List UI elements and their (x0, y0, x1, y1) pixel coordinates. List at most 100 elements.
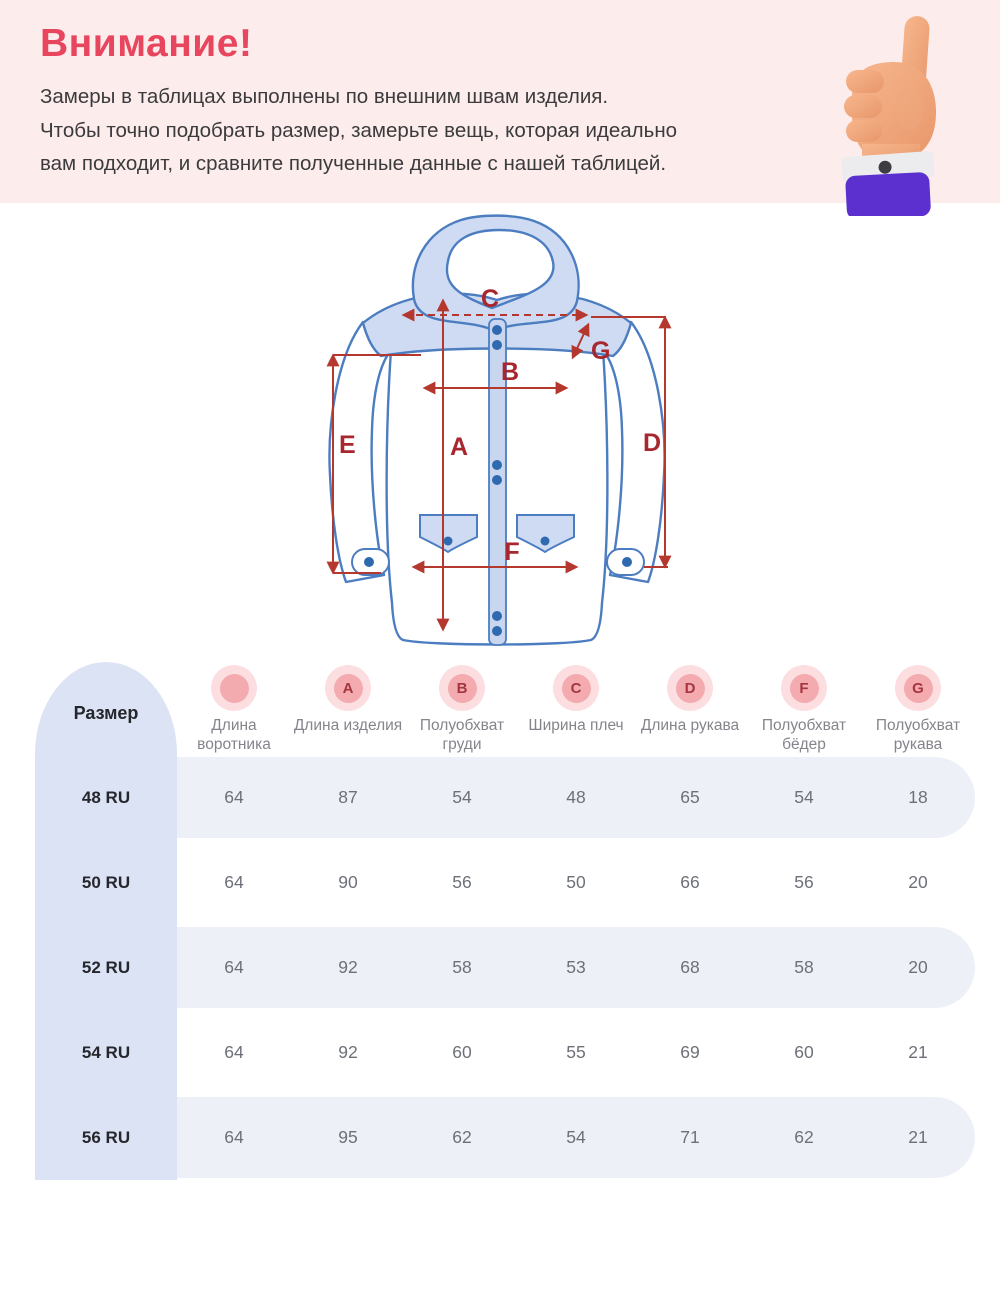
size-value-cell: 68 (680, 957, 700, 977)
measure-badge-letter: A (333, 673, 363, 703)
size-value-cell: 54 (566, 1127, 586, 1147)
measure-badge (211, 665, 257, 711)
size-value-cell: 20 (908, 957, 928, 977)
measure-label-f: F (504, 538, 519, 566)
size-value-cell: 64 (224, 787, 244, 807)
size-value-cell: 71 (680, 1127, 700, 1147)
size-label: 50 RU (81, 872, 131, 892)
size-value-cell: 92 (338, 957, 358, 977)
measure-badge-letter: G (903, 673, 933, 703)
size-column-background (35, 662, 177, 1180)
table-row: 50 RU 64 90 56 50 66 56 20 (35, 840, 975, 925)
jacket-cuffs (351, 548, 645, 576)
page-title: Внимание! (40, 22, 253, 65)
jacket-measurement-diagram: C G B A E D F (0, 203, 1000, 655)
table-row: 54 RU 64 92 60 55 69 60 21 (35, 1010, 975, 1095)
measure-badge: B (439, 665, 485, 711)
size-value-cell: 54 (794, 787, 814, 807)
size-value-cell: 55 (566, 1042, 586, 1062)
size-value-cell: 69 (680, 1042, 700, 1062)
size-label: 48 RU (81, 787, 131, 807)
table-header: Размер Длина воротника A Длина изделия B… (35, 658, 975, 755)
size-value-cell: 60 (452, 1042, 472, 1062)
measure-badge: G (895, 665, 941, 711)
measure-label-a: A (450, 433, 468, 461)
table-row: 52 RU 64 92 58 53 68 58 20 (35, 925, 975, 1010)
table-column-header: G Полуобхват рукава (861, 658, 975, 755)
column-label: Полуобхват груди (419, 717, 505, 753)
size-value-cell: 64 (224, 1042, 244, 1062)
jacket-buttons (492, 325, 502, 636)
measure-label-b: B (501, 358, 519, 386)
size-value-cell: 58 (452, 957, 472, 977)
notice-banner: Внимание! Замеры в таблицах выполнены по… (0, 0, 1000, 220)
size-value-cell: 50 (566, 872, 586, 892)
size-value-cell: 58 (794, 957, 814, 977)
size-value-cell: 56 (794, 872, 814, 892)
size-value-cell: 53 (566, 957, 586, 977)
size-value-cell: 21 (908, 1127, 928, 1147)
size-column-header: Размер (73, 703, 139, 723)
notice-text: Замеры в таблицах выполнены по внешним ш… (40, 80, 705, 181)
pointing-hand-icon (818, 4, 958, 220)
table-column-header: C Ширина плеч (519, 658, 633, 755)
column-label: Длина рукава (640, 717, 740, 734)
table-column-header: B Полуобхват груди (405, 658, 519, 755)
size-value-cell: 64 (224, 872, 244, 892)
size-value-cell: 60 (794, 1042, 814, 1062)
size-value-cell: 18 (908, 787, 928, 807)
table-body: 48 RU 64 87 54 48 65 54 18 50 RU 64 90 56 50 66 56 2… (35, 755, 975, 1180)
size-table: Размер Длина воротника A Длина изделия B… (35, 658, 975, 1180)
measure-label-e: E (339, 431, 356, 459)
size-label: 56 RU (81, 1127, 131, 1147)
measure-badge-letter: B (447, 673, 477, 703)
table-row: 56 RU 64 95 62 54 71 62 21 (35, 1095, 975, 1180)
table-column-headers: Длина воротника A Длина изделия B Полуоб… (177, 658, 975, 755)
table-column-header: A Длина изделия (291, 658, 405, 755)
size-value-cell: 92 (338, 1042, 358, 1062)
measure-badge-letter: C (561, 673, 591, 703)
notice-line-1: Замеры в таблицах выполнены по внешним ш… (40, 85, 609, 108)
measure-badge-letter: D (675, 673, 705, 703)
column-label: Полуобхват бёдер (761, 717, 847, 753)
measure-badge: C (553, 665, 599, 711)
size-value-cell: 65 (680, 787, 700, 807)
size-value-cell: 87 (338, 787, 358, 807)
column-label: Длина воротника (197, 717, 271, 753)
notice-line-2: Чтобы точно подобрать размер, замерьте в… (40, 118, 678, 176)
row-values: 64 95 62 54 71 62 21 (177, 1097, 975, 1178)
size-value-cell: 62 (794, 1127, 814, 1147)
measure-line-g (571, 322, 590, 360)
size-value-cell: 56 (452, 872, 472, 892)
column-label: Полуобхват рукава (875, 717, 961, 753)
size-value-cell: 95 (338, 1127, 358, 1147)
size-value-cell: 21 (908, 1042, 928, 1062)
measure-badge-letter: F (789, 673, 819, 703)
size-value-cell: 90 (338, 872, 358, 892)
size-value-cell: 64 (224, 957, 244, 977)
size-label: 54 RU (81, 1042, 131, 1062)
column-label: Длина изделия (293, 717, 403, 734)
row-values: 64 92 58 53 68 58 20 (177, 927, 975, 1008)
table-row: 48 RU 64 87 54 48 65 54 18 (35, 755, 975, 840)
size-value-cell: 48 (566, 787, 586, 807)
measure-label-g: G (591, 337, 610, 365)
jacket-hood (411, 214, 580, 333)
measure-badge: A (325, 665, 371, 711)
size-value-cell: 62 (452, 1127, 472, 1147)
table-column-header: F Полуобхват бёдер (747, 658, 861, 755)
size-value-cell: 64 (224, 1127, 244, 1147)
column-label: Ширина плеч (528, 717, 624, 734)
measure-badge-letter (219, 673, 249, 703)
measure-badge: D (667, 665, 713, 711)
size-value-cell: 54 (452, 787, 472, 807)
measure-badge: F (781, 665, 827, 711)
size-value-cell: 20 (908, 872, 928, 892)
size-label: 52 RU (81, 957, 131, 977)
size-value-cell: 66 (680, 872, 700, 892)
row-values: 64 92 60 55 69 60 21 (177, 1012, 975, 1093)
row-values: 64 87 54 48 65 54 18 (177, 757, 975, 838)
table-column-header: D Длина рукава (633, 658, 747, 755)
measure-label-c: C (481, 285, 499, 313)
